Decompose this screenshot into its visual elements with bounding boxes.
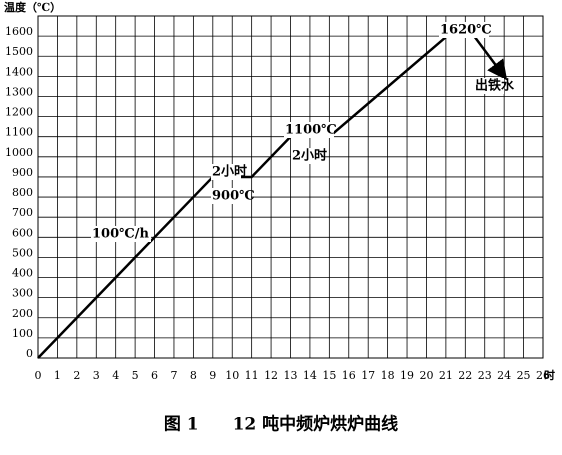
x-tick-label: 4 xyxy=(112,369,119,382)
y-tick-label: 200 xyxy=(12,307,33,320)
x-tick-label: 26 xyxy=(536,369,550,382)
x-tick-label: 13 xyxy=(284,369,298,382)
x-tick-label: 15 xyxy=(322,369,336,382)
y-tick-label: 0 xyxy=(26,347,33,360)
x-tick-label: 16 xyxy=(342,369,356,382)
y-tick-label: 400 xyxy=(12,267,33,280)
x-tick-label: 3 xyxy=(93,369,100,382)
x-tick-label: 17 xyxy=(361,369,375,382)
y-tick-label: 1100 xyxy=(5,126,33,139)
x-tick-label: 14 xyxy=(303,369,317,382)
x-tick-label: 5 xyxy=(132,369,139,382)
y-tick-label: 100 xyxy=(12,327,33,340)
annotation-bg xyxy=(291,148,321,164)
annotation: 1100℃ xyxy=(285,123,337,138)
annotation: 2小时 xyxy=(292,148,327,164)
y-tick-label: 800 xyxy=(12,186,33,199)
annotation-bg xyxy=(474,78,504,94)
annotation-bg xyxy=(91,226,151,242)
y-tick-label: 1600 xyxy=(5,25,33,38)
x-tick-label: 20 xyxy=(419,369,433,382)
x-tick-label: 25 xyxy=(517,369,531,382)
annotation-bg xyxy=(211,164,241,180)
y-tick-label: 300 xyxy=(12,287,33,300)
annotation: 出铁水 xyxy=(475,78,515,94)
y-tick-label: 700 xyxy=(12,206,33,219)
x-tick-label: 10 xyxy=(225,369,239,382)
y-tick-label: 1300 xyxy=(5,85,33,98)
x-axis-label: 时 xyxy=(544,368,555,382)
annotation-bg xyxy=(439,22,489,38)
annotation: 900℃ xyxy=(212,189,255,204)
y-tick-label: 900 xyxy=(12,166,33,179)
caption: 图 1 12 吨中频炉烘炉曲线 xyxy=(164,414,398,435)
x-tick-label: 23 xyxy=(478,369,492,382)
x-tick-label: 9 xyxy=(209,369,216,382)
x-tick-label: 1 xyxy=(54,369,61,382)
annotation-bg xyxy=(284,122,334,138)
x-tick-label: 22 xyxy=(458,369,472,382)
x-tick-label: 18 xyxy=(381,369,395,382)
x-tick-label: 11 xyxy=(245,369,259,382)
y-tick-label: 1200 xyxy=(5,106,33,119)
y-tick-label: 1000 xyxy=(5,146,33,159)
annotation: 1620℃ xyxy=(440,23,492,38)
annotation: 100℃/h xyxy=(92,227,149,242)
x-tick-label: 8 xyxy=(190,369,197,382)
y-axis-label: 温度（℃） xyxy=(4,0,61,14)
y-tick-label: 600 xyxy=(12,226,33,239)
x-tick-label: 0 xyxy=(35,369,42,382)
x-tick-label: 21 xyxy=(439,369,453,382)
y-tick-label: 1400 xyxy=(5,65,33,78)
x-tick-label: 24 xyxy=(497,369,511,382)
x-tick-label: 12 xyxy=(264,369,278,382)
y-tick-label: 1500 xyxy=(5,45,33,58)
annotation: 2小时 xyxy=(212,164,247,180)
annotation-bg xyxy=(211,188,251,204)
x-tick-label: 2 xyxy=(73,369,80,382)
x-tick-label: 6 xyxy=(151,369,158,382)
x-tick-label: 7 xyxy=(170,369,177,382)
y-tick-label: 500 xyxy=(12,246,33,259)
x-tick-label: 19 xyxy=(400,369,414,382)
